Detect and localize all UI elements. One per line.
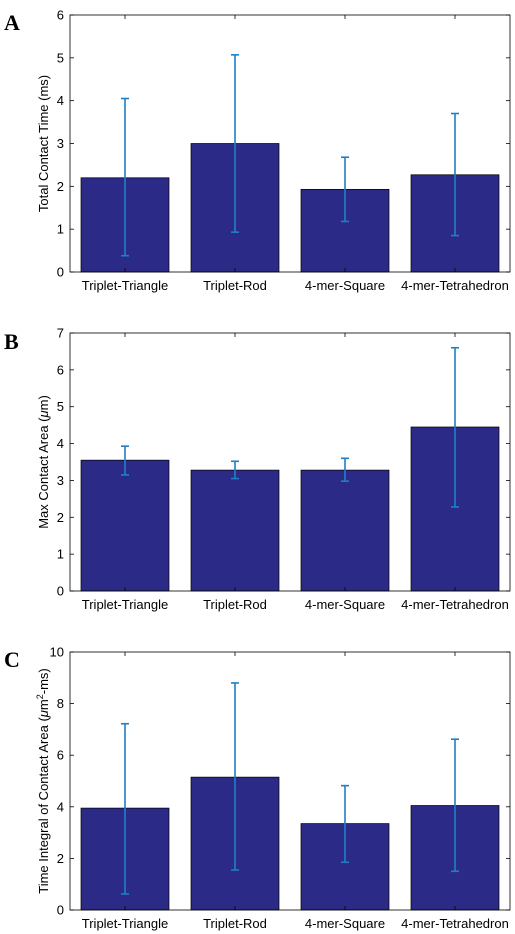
error-bar-2	[341, 784, 349, 864]
y-tick-label: 1	[57, 222, 64, 237]
x-tick-label: 4-mer-Square	[305, 597, 385, 612]
bar-0	[80, 459, 170, 592]
x-tick-label: 4-mer-Tetrahedron	[401, 597, 509, 612]
error-bar-1	[231, 54, 239, 233]
error-bar-2	[341, 457, 349, 482]
x-tick-label: Triplet-Triangle	[82, 916, 168, 931]
x-tick-label: Triplet-Rod	[203, 597, 267, 612]
error-bar-2	[341, 156, 349, 223]
error-bar-0	[121, 722, 129, 895]
y-axis-title: Max Contact Area (μm)	[36, 395, 51, 529]
y-tick-label: 6	[57, 362, 64, 377]
y-tick-label: 4	[57, 799, 64, 814]
chart-panel-b: B 0 1 2 3 4 5 6 7 Triplet-Triangle Triplet-Rod 4-me…	[4, 326, 511, 612]
y-tick-label: 6	[57, 748, 64, 763]
y-tick-label: 2	[57, 179, 64, 194]
y-tick-label: 3	[57, 136, 64, 151]
y-tick-label: 0	[57, 584, 64, 599]
y-tick-label: 4	[57, 93, 64, 108]
axes-box	[69, 651, 511, 911]
error-bar-3	[451, 738, 459, 873]
y-axis-title: Time Integral of Contact Area (μm2-ms)	[35, 668, 51, 894]
x-tick-label: 4-mer-Tetrahedron	[401, 278, 509, 293]
chart-panel-a: A 0 1 2 3 4 5 6 Triplet-Triangle Triplet-Rod 4-mer…	[4, 8, 511, 293]
x-tick-label: 4-mer-Square	[305, 278, 385, 293]
y-tick-label: 2	[57, 851, 64, 866]
error-bar-0	[121, 445, 129, 476]
bar-2	[300, 469, 390, 592]
error-bar-3	[451, 346, 459, 508]
y-tick-label: 4	[57, 436, 64, 451]
y-tick-label: 5	[57, 50, 64, 65]
error-bar-1	[231, 460, 239, 480]
y-tick-label: 7	[57, 326, 64, 341]
y-axis-title: Total Contact Time (ms)	[36, 75, 51, 212]
y-tick-label: 5	[57, 399, 64, 414]
x-tick-label: Triplet-Rod	[203, 278, 267, 293]
y-tick-label: 2	[57, 510, 64, 525]
error-bar-1	[231, 682, 239, 871]
bar-1	[190, 469, 280, 592]
panel-letter: C	[4, 647, 20, 672]
axes-box	[69, 332, 511, 592]
x-tick-label: Triplet-Triangle	[82, 597, 168, 612]
panel-letter: B	[4, 329, 19, 354]
y-tick-label: 8	[57, 696, 64, 711]
error-bar-0	[121, 97, 129, 257]
x-tick-label: 4-mer-Square	[305, 916, 385, 931]
chart-panel-c: C 0 2 4 6 8 10 Triplet-Triangle Triplet-Rod 4-mer…	[4, 645, 511, 931]
y-tick-label: 0	[57, 903, 64, 918]
y-tick-label: 6	[57, 8, 64, 23]
x-tick-label: Triplet-Triangle	[82, 278, 168, 293]
error-bar-3	[451, 112, 459, 237]
y-tick-label: 1	[57, 547, 64, 562]
y-tick-label: 10	[50, 645, 64, 660]
y-tick-label: 3	[57, 473, 64, 488]
x-tick-label: 4-mer-Tetrahedron	[401, 916, 509, 931]
y-tick-label: 0	[57, 265, 64, 280]
x-tick-label: Triplet-Rod	[203, 916, 267, 931]
panel-letter: A	[4, 10, 20, 35]
